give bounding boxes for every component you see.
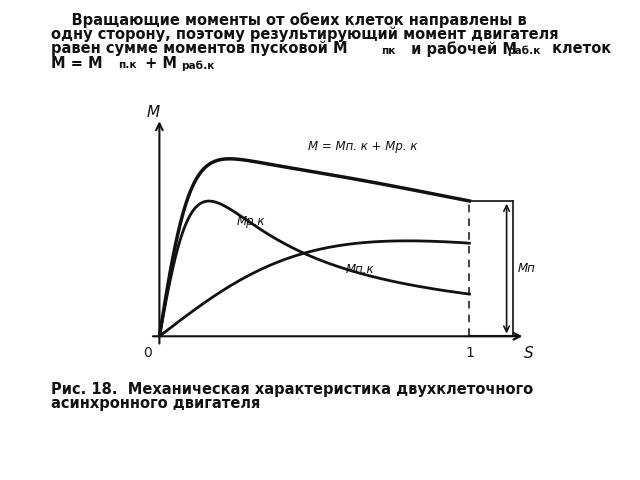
Text: S: S (524, 347, 533, 361)
Text: клеток: клеток (547, 41, 611, 56)
Text: раб.к: раб.к (508, 46, 541, 56)
Text: Вращающие моменты от обеих клеток направлены в: Вращающие моменты от обеих клеток направ… (51, 12, 527, 28)
Text: 0: 0 (143, 347, 152, 360)
Text: одну сторону, поэтому результирующий момент двигателя: одну сторону, поэтому результирующий мом… (51, 26, 559, 42)
Text: п.к: п.к (118, 60, 137, 71)
Text: пк: пк (381, 46, 395, 56)
Text: + М: + М (140, 56, 177, 71)
Text: раб.к: раб.к (181, 60, 214, 71)
Text: М = М: М = М (51, 56, 103, 71)
Text: M = Mп. к + Mр. к: M = Mп. к + Mр. к (308, 140, 418, 153)
Text: равен сумме моментов пусковой М: равен сумме моментов пусковой М (51, 41, 348, 56)
Text: Mп: Mп (518, 262, 535, 275)
Text: асинхронного двигателя: асинхронного двигателя (51, 396, 260, 411)
Text: Mр.к: Mр.к (237, 215, 266, 228)
Text: 1: 1 (465, 347, 474, 360)
Text: Рис. 18.  Механическая характеристика двухклеточного: Рис. 18. Механическая характеристика дву… (51, 382, 533, 396)
Text: и рабочей М: и рабочей М (406, 41, 517, 57)
Text: Mп.к: Mп.к (346, 263, 374, 276)
Text: M: M (147, 106, 160, 120)
